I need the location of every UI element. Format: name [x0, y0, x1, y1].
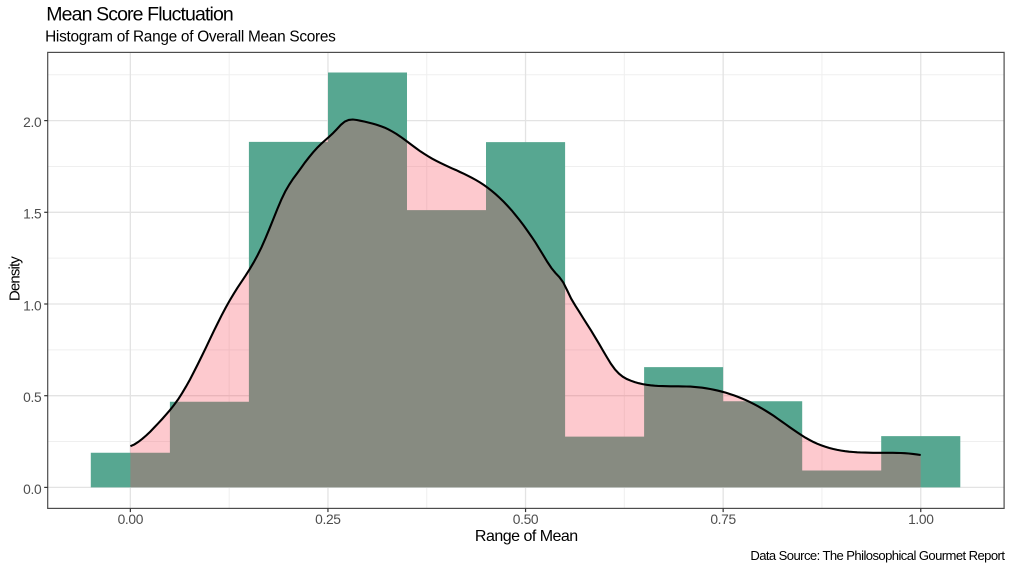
svg-text:1.5: 1.5 — [23, 207, 42, 222]
svg-text:Range of Mean: Range of Mean — [475, 528, 578, 545]
svg-text:0.00: 0.00 — [118, 512, 144, 527]
svg-text:0.50: 0.50 — [513, 512, 539, 527]
svg-text:Mean Score Fluctuation: Mean Score Fluctuation — [46, 4, 233, 26]
svg-text:Density: Density — [7, 256, 24, 301]
svg-text:0.0: 0.0 — [23, 482, 42, 497]
svg-text:0.25: 0.25 — [315, 512, 341, 527]
svg-text:2.0: 2.0 — [23, 115, 42, 130]
svg-text:0.75: 0.75 — [710, 512, 736, 527]
svg-text:0.5: 0.5 — [23, 390, 42, 405]
svg-text:Histogram of Range of Overall: Histogram of Range of Overall Mean Score… — [45, 29, 336, 46]
svg-text:1.00: 1.00 — [908, 512, 934, 527]
svg-text:1.0: 1.0 — [23, 298, 42, 313]
svg-text:Data Source: The Philosophical: Data Source: The Philosophical Gourmet R… — [750, 548, 1005, 563]
